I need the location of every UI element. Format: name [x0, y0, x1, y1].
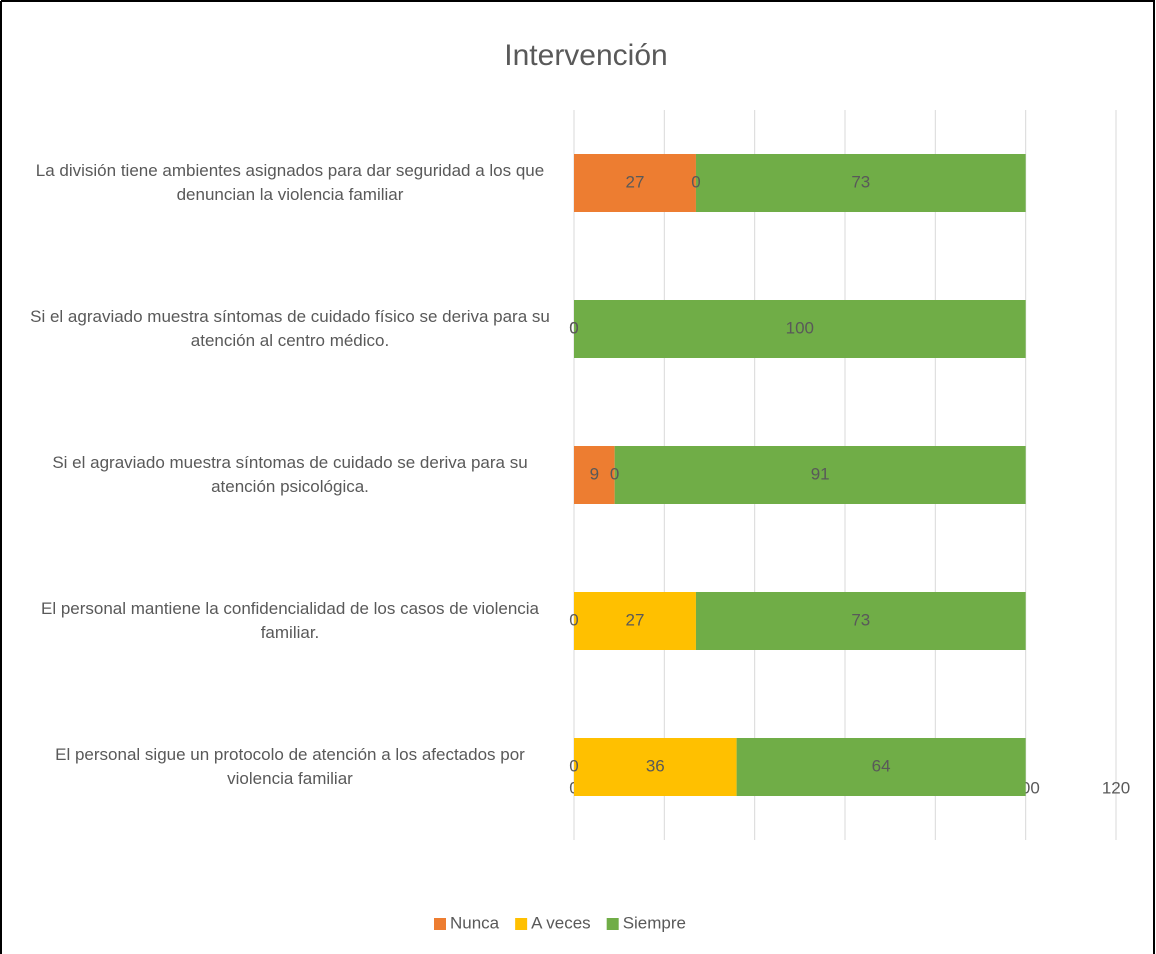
- data-label: 0: [569, 318, 578, 337]
- data-label: 36: [646, 756, 665, 775]
- data-label: 0: [610, 464, 619, 483]
- legend-label: A veces: [531, 913, 591, 932]
- data-label: 91: [811, 464, 830, 483]
- bar-segment: [574, 738, 737, 796]
- bar-segment: [614, 446, 1026, 504]
- chart-title: Intervención: [504, 39, 667, 72]
- x-tick-label: 120: [1102, 778, 1130, 797]
- data-label: 0: [569, 756, 578, 775]
- bar-segment: [695, 154, 1026, 212]
- bar-segment: [574, 300, 1026, 358]
- data-label: 0: [691, 172, 700, 191]
- bar-segment: [695, 592, 1026, 650]
- bar-segment: [574, 592, 696, 650]
- data-label: 64: [872, 756, 891, 775]
- category-label: El personal sigue un protocolo de atenci…: [55, 745, 525, 788]
- data-label: 73: [851, 610, 870, 629]
- bar-segment: [736, 738, 1026, 796]
- data-label: 0: [569, 318, 578, 337]
- legend-label: Nunca: [450, 913, 500, 932]
- category-label: El personal mantiene la confidencialidad…: [40, 599, 540, 642]
- legend-swatch: [434, 918, 446, 930]
- bar-segment: [574, 154, 696, 212]
- data-label: 9: [590, 464, 599, 483]
- data-label: 27: [626, 610, 645, 629]
- data-label: 27: [626, 172, 645, 191]
- category-label: Si el agraviado muestra síntomas de cuid…: [30, 307, 550, 350]
- bar-segment: [574, 446, 615, 504]
- legend-swatch: [515, 918, 528, 930]
- category-label: La división tiene ambientes asignados pa…: [35, 161, 545, 204]
- category-label: Si el agraviado muestra síntomas de cuid…: [52, 453, 528, 496]
- data-label: 73: [851, 172, 870, 191]
- data-label: 100: [786, 318, 814, 337]
- legend-swatch: [606, 918, 619, 930]
- legend-label: Siempre: [623, 913, 686, 932]
- data-label: 0: [569, 610, 578, 629]
